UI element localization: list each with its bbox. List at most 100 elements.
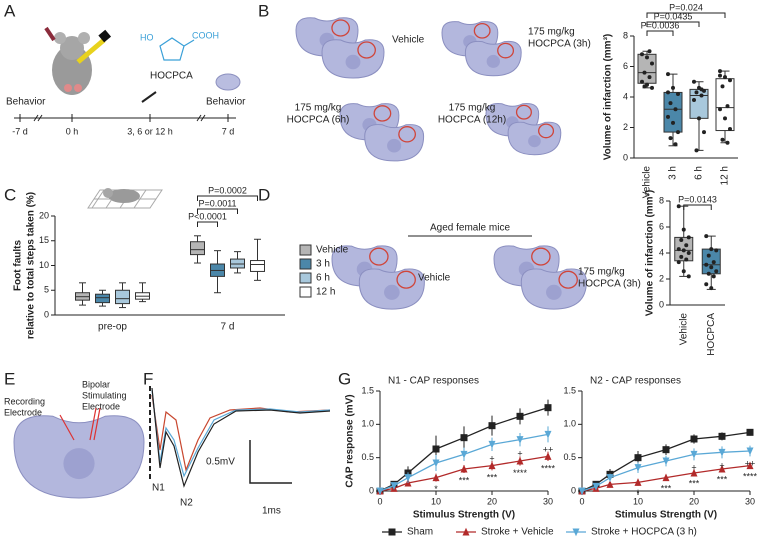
significance-bracket [683,204,712,210]
data-point [679,254,684,259]
x-tick-label: Vehicle [642,166,653,199]
data-point [673,142,678,147]
data-point [634,478,642,486]
p-value: P=0.0036 [641,20,680,30]
electrode-label: Recording [4,396,45,406]
data-point [606,474,614,482]
y-tick-label: 0 [659,299,664,309]
significance-marker: *** [661,483,672,493]
data-point [460,464,468,473]
significance-marker: *** [717,475,728,485]
data-point [714,269,719,274]
image-label: HOCPCA (3h) [528,39,591,50]
electrode-label: Electrode [4,407,42,417]
legend-marker [462,527,470,536]
legend-label: Vehicle [316,245,349,256]
molecule-label: HO [140,32,154,42]
image-label: 175 mg/kg [449,103,496,114]
legend-marker [388,528,396,536]
data-point [544,452,552,460]
y-tick-label: 6 [659,221,664,231]
group-label: Aged female mice [430,223,510,234]
panel-letter: E [4,369,15,388]
legend-swatch [299,272,312,284]
data-point [686,251,691,255]
y-axis-label: Volume of infarction (mm³) [603,34,614,160]
panel-letter: G [338,369,351,388]
panel-letter: A [4,1,16,20]
significance-bracket [197,195,258,201]
x-tick-label: 3 h [668,166,679,180]
p-value: P=0.0011 [198,198,236,208]
chart-title: N1 - CAP responses [388,376,479,387]
data-point [634,464,642,472]
x-tick-label: 30 [543,496,553,506]
data-point [666,90,670,95]
data-point [723,75,727,80]
data-point [720,84,725,89]
data-point [640,79,644,84]
y-tick-label: 10 [39,260,49,270]
p-value: P=0.0435 [654,11,693,21]
x-tick-label: 10 [431,496,441,506]
data-point [592,482,600,491]
brain-detail [63,448,95,480]
box [715,78,735,132]
p-value: P<0.0001 [188,211,227,221]
y-tick-label: 4 [623,91,628,101]
brain-detail [384,284,400,300]
y-tick-label: 2 [659,273,664,283]
data-point [488,440,496,449]
x-tick-label: 0 [579,496,584,506]
x-axis-label: Stimulus Strength (V) [615,510,717,521]
legend-label: 6 h [316,273,330,284]
data-point [679,238,684,242]
significance-marker: *** [487,473,498,483]
data-point [671,120,675,125]
data-point [718,69,722,74]
y-tick-label: 15 [39,235,49,245]
data-point [404,474,412,482]
data-point [647,49,652,54]
data-point [714,248,719,253]
y-tick-label: 20 [39,210,49,220]
x-tick-label: pre-op [98,322,127,333]
legend-label: 12 h [316,287,335,298]
data-point [746,461,754,470]
data-point [645,55,649,60]
significance-marker: **** [541,463,556,473]
data-point [709,247,714,252]
behavior-label: Behavior [206,97,246,108]
data-point [666,72,670,77]
data-point [704,262,709,267]
electrode-label: Electrode [82,401,120,411]
series-line [581,465,751,492]
data-point [671,85,675,90]
data-point [668,101,673,106]
electrode-label: Bipolar [82,379,110,389]
y-axis-label: CAP response (mV) [345,394,356,487]
data-point [516,456,524,465]
data-point [668,136,673,141]
data-point [666,114,670,119]
data-point [718,107,722,112]
timeline-label: -7 d [12,126,28,136]
mouse-illustration [44,26,112,95]
x-tick-label: Vehicle [678,313,689,346]
brain-detail [546,284,562,300]
significance-marker: + [719,461,724,471]
panel-letter: D [258,185,270,204]
data-point [692,79,696,84]
y-tick-label: 1.5 [361,385,374,395]
y-tick-label: 0 [369,485,374,495]
brain-sections [13,17,587,499]
data-point [650,85,654,90]
data-point [725,104,730,109]
data-point [650,61,654,66]
scale-label: 0.5mV [206,457,235,468]
data-point [723,116,727,121]
y-axis-label: Foot faults [13,240,24,292]
compound-label: HOCPCA [150,71,193,82]
y-tick-label: 6 [623,61,628,71]
data-point [728,127,732,132]
